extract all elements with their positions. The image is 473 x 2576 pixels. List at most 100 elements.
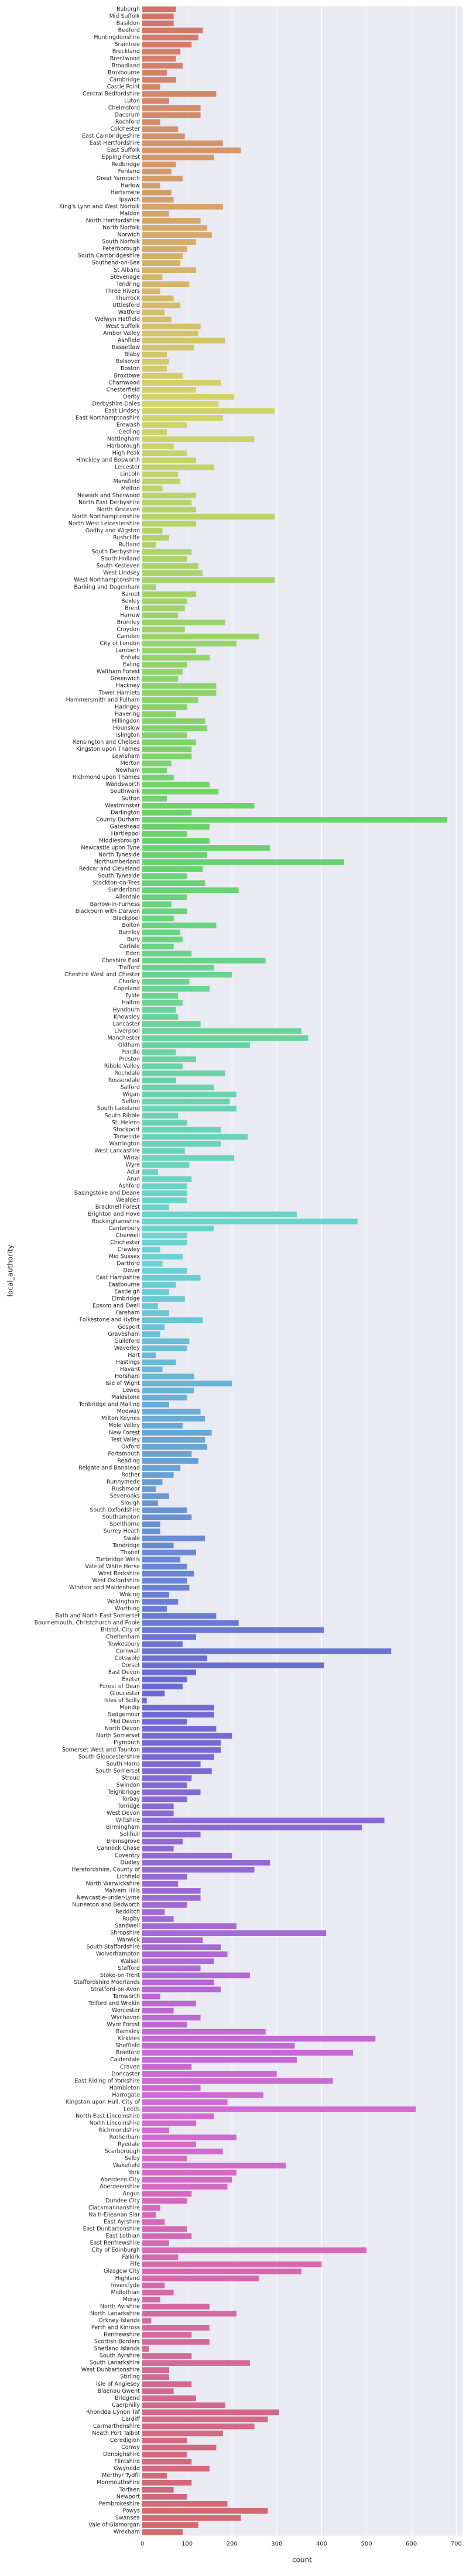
y-tick-label: Castle Point [107,84,140,90]
y-tick-label: Elmbridge [112,1296,140,1302]
y-tick-label: Plymouth [114,1740,140,1746]
bar [142,1648,392,1654]
y-tick-label: Newcastle-under-Lyme [77,1894,140,1901]
bar [142,824,210,830]
y-tick-label: Hastings [116,1359,140,1366]
y-tick-label: Craven [120,2064,140,2070]
y-tick-label: Renfrewshire [104,2332,140,2338]
y-tick-label: Cheltenham [106,1634,140,1640]
bar [142,225,208,231]
y-tick-label: Worthing [115,1606,140,1612]
y-tick-label: Portsmouth [108,1451,140,1457]
bar [142,1542,174,1549]
y-tick-label: Moray [123,2296,140,2303]
y-tick-label: Sunderland [108,887,140,894]
y-tick-label: Teignbridge [107,1789,140,1795]
y-tick-label: Fenland [118,168,140,175]
bar [142,239,196,245]
y-tick-label: Kirklees [118,2036,140,2042]
y-tick-label: Lancaster [112,1021,140,1027]
bar [142,1225,214,1231]
bar [142,1571,194,1577]
y-tick-label: Gloucester [110,1691,140,1697]
y-tick-label: Angus [122,2191,140,2197]
bar [142,1888,201,1894]
y-tick-label: Southampton [102,1514,140,1521]
bar [142,1254,183,1260]
y-tick-label: Epsom and Ewell [92,1303,140,1309]
bar [142,957,266,964]
bar [142,641,236,646]
bar [142,1296,185,1302]
y-tick-label: Midlothian [111,2289,140,2296]
y-tick-label: North East Lincolnshire [76,2113,140,2120]
bar [142,1944,221,1951]
y-tick-label: South Gloucestershire [78,1754,140,1760]
y-tick-label: East Devon [108,1669,140,1675]
y-tick-label: Allerdale [115,894,140,901]
y-tick-label: Kingston upon Thames [76,746,140,752]
y-tick-label: East Renfrewshire [90,2240,140,2246]
y-tick-label: South Cambridgeshire [78,253,140,259]
bar [142,253,183,259]
y-tick-label: Breckland [112,49,140,55]
bar [142,2127,169,2133]
y-tick-label: Eastleigh [114,1289,140,1295]
bar [142,2437,187,2444]
y-tick-label: Ashford [119,1183,140,1189]
bar [142,112,201,118]
y-tick-label: Pendle [121,1049,140,1055]
y-tick-label: Wakefield [113,2163,140,2169]
y-tick-label: South Ayrshire [100,2353,140,2359]
x-axis-label: count [292,2556,312,2564]
bar [142,1345,187,1352]
bar [142,1077,176,1083]
bar [142,2219,165,2225]
bar [142,620,225,625]
y-tick-label: Solihull [120,1831,140,1838]
y-tick-label: Brighton and Hove [88,1211,140,1217]
y-tick-label: Fylde [125,993,140,999]
bar [142,936,183,943]
y-tick-label: Newport [116,2493,140,2500]
bar [142,683,217,689]
bar [142,1916,174,1922]
y-tick-label: Hackney [116,683,140,689]
bar [142,1684,183,1689]
bar [142,176,183,182]
bar [142,922,217,929]
bar [142,379,221,386]
y-tick-label: Tandridge [112,1542,140,1549]
bar [142,2275,259,2281]
y-tick-label: Maidstone [111,1394,140,1401]
y-tick-label: Conwy [121,2444,140,2451]
bar [142,2141,196,2147]
bar [142,2000,196,2007]
y-tick-label: Milton Keynes [101,1415,140,1422]
y-tick-label: Dacorum [115,112,140,118]
bar [142,1634,196,1640]
bar [142,2290,174,2296]
y-tick-label: Carmarthenshire [93,2423,140,2430]
bar [142,1627,324,1633]
bar [142,1578,187,1584]
bar [142,1712,214,1718]
bar [142,6,176,12]
y-tick-label: Perth and Kinross [91,2325,140,2331]
y-tick-label: South Hams [106,1761,140,1767]
y-tick-label: Eastbourne [108,1282,140,1288]
bar [142,429,167,435]
bar [142,84,160,90]
y-tick-label: Hyndburn [112,1007,140,1013]
bar [142,1972,250,1979]
y-tick-label: Cambridge [109,77,140,83]
bar [142,70,167,76]
y-tick-label: Redbridge [111,161,140,167]
bar [142,2233,192,2239]
bar [142,2078,333,2084]
bar [142,986,210,992]
y-tick-label: Broxtowe [114,372,140,379]
y-tick-label: Tewkesbury [107,1641,140,1647]
bar [142,1387,194,1394]
y-tick-label: Merthyr Tydfil [102,2472,140,2479]
